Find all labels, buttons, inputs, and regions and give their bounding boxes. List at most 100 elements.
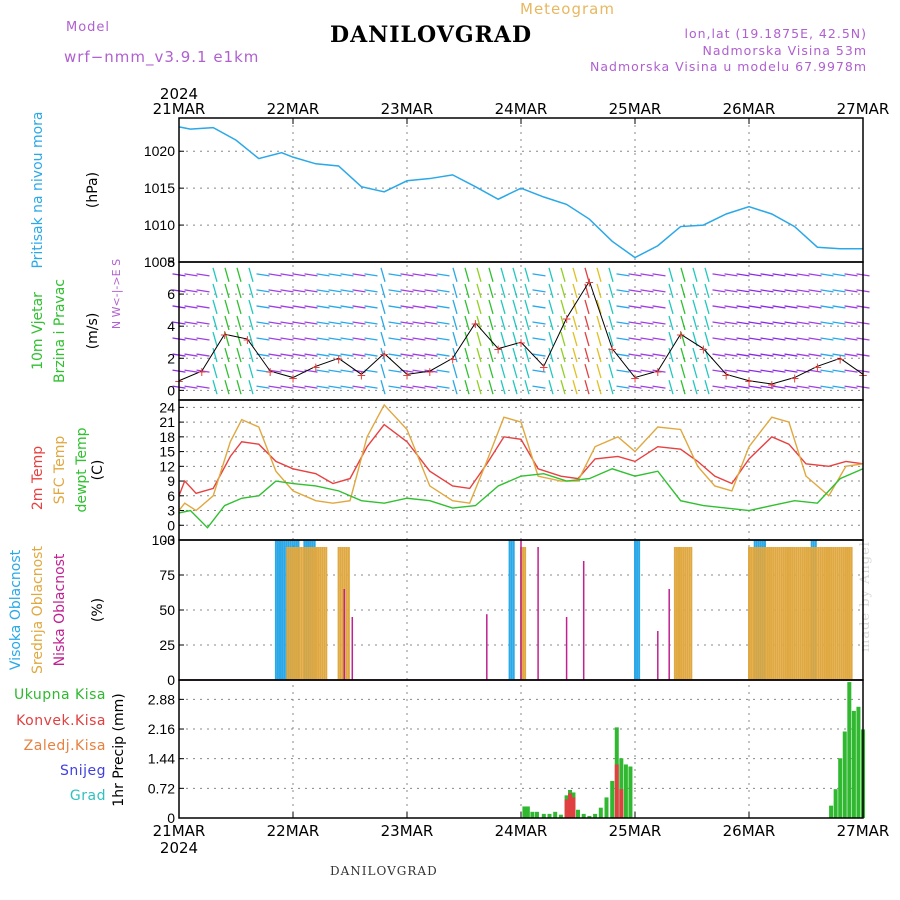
wind-arrow bbox=[596, 331, 602, 347]
wind-arrow bbox=[760, 337, 774, 341]
wind-arrow bbox=[532, 273, 546, 277]
wind-speed-marker: + bbox=[402, 368, 412, 382]
wind-arrow bbox=[184, 321, 198, 325]
wind-arrow bbox=[412, 305, 426, 309]
wind-arrow bbox=[596, 283, 602, 299]
wind-arrow bbox=[584, 267, 590, 283]
wind-arrow bbox=[796, 273, 810, 277]
wind-arrow bbox=[476, 331, 482, 347]
wind-arrow bbox=[724, 273, 738, 277]
wind-compass-legend: N W<-|->E S bbox=[110, 259, 123, 329]
y-tick-label: 25 bbox=[159, 637, 175, 653]
precip-bar bbox=[604, 797, 609, 818]
wind-arrow bbox=[760, 321, 774, 325]
wind-arrow bbox=[628, 353, 642, 357]
wind-arrow bbox=[560, 347, 566, 363]
x-tick-label-bottom: 23MAR bbox=[381, 822, 434, 840]
wind-arrow bbox=[572, 315, 578, 331]
wind-arrow bbox=[712, 353, 726, 357]
wind-arrow bbox=[668, 283, 674, 299]
wind-arrow bbox=[236, 283, 242, 299]
wind-arrow bbox=[464, 267, 470, 283]
precip-bar bbox=[534, 811, 539, 818]
x-tick-label-top: 23MAR bbox=[381, 100, 434, 118]
y-tick-label: -3 bbox=[163, 532, 176, 548]
wind-arrow bbox=[388, 385, 402, 389]
wind-arrow bbox=[400, 321, 414, 325]
wind-arrow bbox=[784, 305, 798, 309]
wind-arrow bbox=[724, 321, 738, 325]
wind-arrow bbox=[736, 369, 750, 373]
wind-arrow bbox=[196, 305, 210, 309]
wind-arrow bbox=[212, 363, 218, 379]
wind-arrow bbox=[748, 353, 762, 357]
x-tick-label-bottom: 26MAR bbox=[723, 822, 776, 840]
cloud-unit-label: (%) bbox=[90, 598, 106, 622]
wind-speed-marker: + bbox=[676, 328, 686, 342]
wind-arrow bbox=[808, 289, 822, 293]
wind-arrow bbox=[628, 385, 642, 389]
wind-arrow bbox=[400, 305, 414, 309]
y-tick-label: 1010 bbox=[144, 217, 175, 233]
y-tick-label: 1.44 bbox=[148, 751, 175, 767]
y-tick-label: 6 bbox=[167, 286, 175, 302]
wind-arrow bbox=[224, 347, 230, 363]
wind-arrow bbox=[784, 273, 798, 277]
wind-arrow bbox=[248, 363, 254, 379]
wind-arrow bbox=[784, 385, 798, 389]
precip-bar bbox=[581, 813, 586, 818]
wind-arrow bbox=[640, 353, 654, 357]
wind-arrow bbox=[412, 337, 426, 341]
wind-arrow bbox=[364, 321, 378, 325]
wind-arrow bbox=[724, 337, 738, 341]
wind-arrow bbox=[464, 363, 470, 379]
precip-bar bbox=[587, 815, 592, 818]
wind-arrow bbox=[548, 379, 554, 395]
wind-arrow bbox=[532, 353, 546, 357]
precip-legend-item: Konvek.Kisa bbox=[16, 713, 106, 729]
wind-speed-marker: + bbox=[584, 275, 594, 289]
wind-arrow bbox=[500, 315, 506, 331]
wind-arrow bbox=[560, 299, 566, 315]
wind-arrow bbox=[512, 315, 518, 331]
wind-arrow bbox=[436, 353, 450, 357]
wind-arrow bbox=[412, 353, 426, 357]
wind-arrow bbox=[680, 267, 686, 283]
dewpt-temp-label: dewpt Temp bbox=[74, 427, 90, 512]
wind-arrow bbox=[640, 337, 654, 341]
wind-arrow bbox=[524, 283, 530, 299]
wind-arrow bbox=[808, 321, 822, 325]
wind-speed-marker: + bbox=[607, 343, 617, 357]
wind-arrow bbox=[388, 369, 402, 373]
wind-speed-marker: + bbox=[562, 312, 572, 326]
wind-arrow bbox=[488, 299, 494, 315]
wind-speed-marker: + bbox=[653, 365, 663, 379]
y-tick-label: 0 bbox=[167, 517, 175, 533]
wind-speed-marker: + bbox=[220, 328, 230, 342]
wind-arrow bbox=[548, 267, 554, 283]
wind-arrow bbox=[280, 353, 294, 357]
wind-arrow bbox=[784, 289, 798, 293]
wind-arrow bbox=[784, 337, 798, 341]
wind-arrow bbox=[560, 331, 566, 347]
wind-arrow bbox=[464, 315, 470, 331]
wind-arrow bbox=[796, 353, 810, 357]
wind-arrow bbox=[352, 305, 366, 309]
wind-arrow bbox=[608, 379, 614, 395]
wind-arrow bbox=[248, 379, 254, 395]
wind-arrow bbox=[316, 353, 330, 357]
wind-arrow bbox=[328, 321, 342, 325]
y-tick-label: 21 bbox=[159, 414, 175, 430]
wind-speed-marker: + bbox=[334, 352, 344, 366]
wind-arrow bbox=[572, 299, 578, 315]
wind-arrow bbox=[616, 369, 630, 373]
wind-arrow bbox=[736, 289, 750, 293]
wind-speed-marker: + bbox=[379, 347, 389, 361]
wind-arrow bbox=[380, 283, 386, 299]
y-tick-label: 4 bbox=[167, 318, 175, 334]
wind-arrow bbox=[724, 385, 738, 389]
wind-unit-label: (m/s) bbox=[85, 313, 101, 350]
precip-bar bbox=[619, 758, 624, 818]
wind-arrow bbox=[680, 283, 686, 299]
wind-arrow bbox=[652, 353, 666, 357]
